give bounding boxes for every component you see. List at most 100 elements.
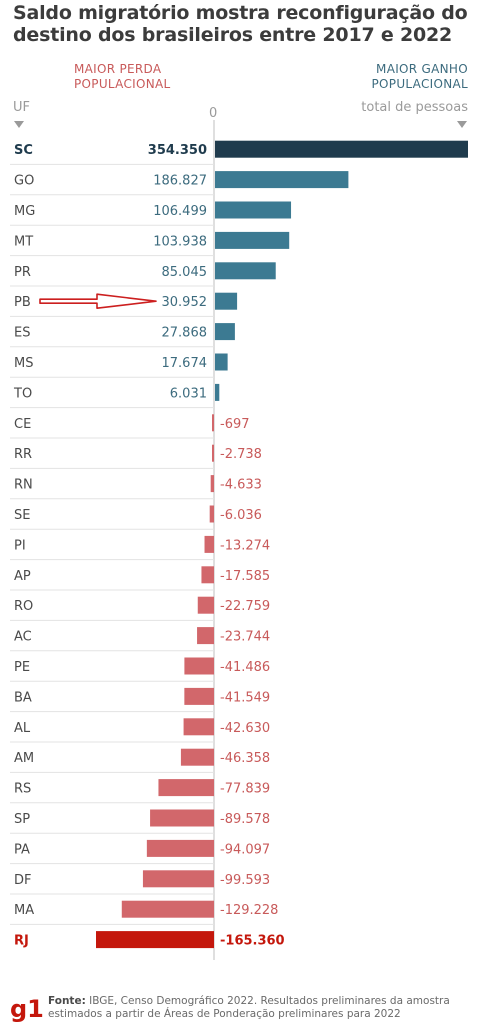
category-label-rs: RS (14, 782, 31, 797)
loss-legend: MAIOR PERDA POPULACIONAL (74, 62, 171, 92)
gain-legend: MAIOR GANHO POPULACIONAL (372, 62, 469, 92)
value-label-ap: -17.585 (220, 569, 270, 584)
value-label-al: -42.630 (220, 721, 270, 736)
value-label-pb: 30.952 (162, 295, 208, 310)
bar-se (209, 505, 214, 523)
category-label-pb: PB (14, 295, 31, 310)
category-label-pi: PI (14, 538, 26, 553)
category-label-ms: MS (14, 356, 33, 371)
value-label-df: -99.593 (220, 873, 270, 888)
category-label-pa: PA (14, 842, 30, 857)
uf-column-header: UF (13, 100, 30, 115)
bar-ac (197, 627, 214, 645)
bar-rj (96, 931, 214, 949)
loss-legend-line-1: MAIOR PERDA (74, 62, 162, 76)
category-label-mt: MT (14, 234, 33, 249)
bar-mt (215, 231, 290, 249)
category-label-am: AM (14, 751, 34, 766)
value-label-pa: -94.097 (220, 842, 270, 857)
bar-mg (215, 201, 292, 219)
bar-ro (197, 596, 214, 614)
source-note: Fonte: IBGE, Censo Demográfico 2022. Res… (48, 995, 468, 1021)
chart-title-line-2: destino dos brasileiros entre 2017 e 202… (13, 24, 453, 46)
gain-legend-line-1: MAIOR GANHO (376, 62, 468, 76)
value-label-pe: -41.486 (220, 660, 270, 675)
category-label-ro: RO (14, 599, 33, 614)
bar-sp (150, 809, 214, 827)
value-label-pi: -13.274 (220, 538, 270, 553)
value-label-go: 186.827 (153, 174, 207, 189)
value-label-pr: 85.045 (162, 265, 208, 280)
uf-sort-icon (14, 121, 24, 128)
category-label-pr: PR (14, 265, 31, 280)
value-label-sp: -89.578 (220, 812, 270, 827)
category-label-pe: PE (14, 660, 30, 675)
category-label-df: DF (14, 873, 32, 888)
bar-ms (215, 353, 228, 371)
category-label-go: GO (14, 174, 34, 189)
value-label-mt: 103.938 (153, 234, 207, 249)
category-label-ac: AC (14, 630, 32, 645)
bar-rs (158, 779, 214, 797)
category-label-se: SE (14, 508, 30, 523)
loss-legend-line-2: POPULACIONAL (74, 77, 171, 91)
value-label-es: 27.868 (162, 326, 208, 341)
category-label-mg: MG (14, 204, 35, 219)
total-sort-icon (457, 121, 467, 128)
value-label-ms: 17.674 (162, 356, 208, 371)
bar-df (142, 870, 214, 888)
value-label-ac: -23.744 (220, 630, 270, 645)
value-label-rn: -4.633 (220, 478, 262, 493)
bar-rr (212, 444, 214, 462)
value-label-ce: -697 (220, 417, 250, 432)
value-label-am: -46.358 (220, 751, 270, 766)
category-label-ap: AP (14, 569, 31, 584)
bar-ma (121, 900, 214, 918)
bar-to (215, 383, 220, 401)
bar-ba (184, 687, 214, 705)
bar-pe (184, 657, 214, 675)
category-label-ba: BA (14, 690, 32, 705)
bar-rn (210, 475, 214, 493)
gain-legend-line-2: POPULACIONAL (371, 77, 468, 91)
category-label-rr: RR (14, 447, 32, 462)
total-column-header: total de pessoas (361, 100, 468, 115)
bar-go (215, 171, 349, 189)
chart-title-line-1: Saldo migratório mostra reconfiguração d… (13, 2, 468, 24)
bar-pr (215, 262, 276, 280)
bar-am (180, 748, 214, 766)
annotation-arrow (39, 293, 157, 310)
source-prefix: Fonte: (48, 995, 86, 1007)
value-label-to: 6.031 (170, 386, 207, 401)
value-label-ba: -41.549 (220, 690, 270, 705)
bar-es (215, 323, 235, 341)
category-label-rj: RJ (14, 934, 29, 949)
category-label-sc: SC (14, 143, 33, 158)
g1-logo: g1 (10, 995, 44, 1023)
bar-ce (212, 414, 214, 432)
value-label-sc: 354.350 (148, 143, 207, 158)
category-label-sp: SP (14, 812, 30, 827)
category-label-ce: CE (14, 417, 31, 432)
category-label-ma: MA (14, 903, 34, 918)
bar-sc (215, 140, 468, 158)
category-label-es: ES (14, 326, 30, 341)
value-label-ro: -22.759 (220, 599, 270, 614)
category-label-al: AL (14, 721, 31, 736)
source-text: IBGE, Censo Demográfico 2022. Resultados… (48, 995, 450, 1020)
category-label-to: TO (13, 386, 32, 401)
bar-pa (146, 839, 214, 857)
value-label-rs: -77.839 (220, 782, 270, 797)
value-label-rr: -2.738 (220, 447, 262, 462)
value-label-rj: -165.360 (220, 934, 285, 949)
bar-pi (204, 535, 214, 553)
category-label-rn: RN (14, 478, 33, 493)
zero-axis-label: 0 (209, 106, 218, 121)
bar-ap (201, 566, 214, 584)
bar-pb (215, 292, 238, 310)
bar-al (183, 718, 214, 736)
value-label-ma: -129.228 (220, 903, 278, 918)
value-label-mg: 106.499 (153, 204, 207, 219)
